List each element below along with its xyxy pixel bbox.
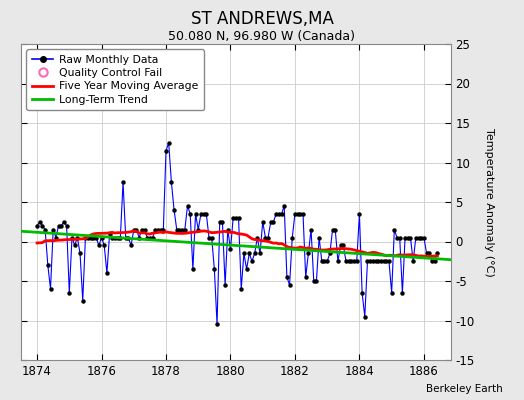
- Text: 50.080 N, 96.980 W (Canada): 50.080 N, 96.980 W (Canada): [169, 30, 355, 43]
- Legend: Raw Monthly Data, Quality Control Fail, Five Year Moving Average, Long-Term Tren: Raw Monthly Data, Quality Control Fail, …: [26, 50, 204, 110]
- Y-axis label: Temperature Anomaly (°C): Temperature Anomaly (°C): [484, 128, 494, 276]
- Text: Berkeley Earth: Berkeley Earth: [427, 384, 503, 394]
- Text: ST ANDREWS,MA: ST ANDREWS,MA: [191, 10, 333, 28]
